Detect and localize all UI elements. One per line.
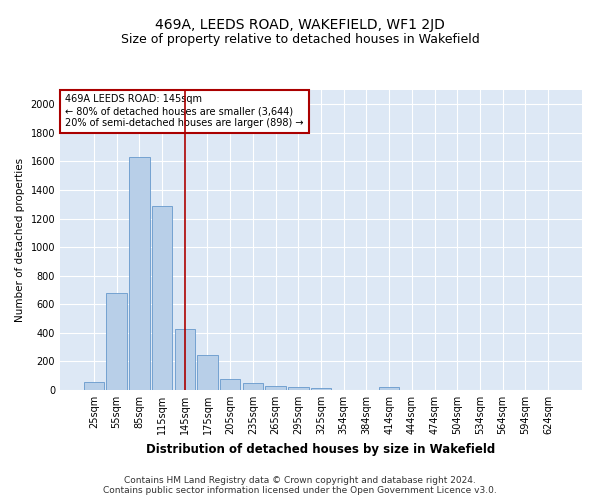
Bar bbox=[220, 378, 241, 390]
Bar bbox=[106, 293, 127, 390]
Text: 469A, LEEDS ROAD, WAKEFIELD, WF1 2JD: 469A, LEEDS ROAD, WAKEFIELD, WF1 2JD bbox=[155, 18, 445, 32]
Bar bbox=[175, 328, 195, 390]
Bar bbox=[84, 382, 104, 390]
Bar bbox=[311, 388, 331, 390]
Text: Contains HM Land Registry data © Crown copyright and database right 2024.
Contai: Contains HM Land Registry data © Crown c… bbox=[103, 476, 497, 495]
Bar bbox=[129, 157, 149, 390]
Y-axis label: Number of detached properties: Number of detached properties bbox=[15, 158, 25, 322]
Text: 469A LEEDS ROAD: 145sqm
← 80% of detached houses are smaller (3,644)
20% of semi: 469A LEEDS ROAD: 145sqm ← 80% of detache… bbox=[65, 94, 304, 128]
Bar bbox=[242, 384, 263, 390]
Bar bbox=[379, 388, 400, 390]
Text: Size of property relative to detached houses in Wakefield: Size of property relative to detached ho… bbox=[121, 32, 479, 46]
Bar bbox=[197, 354, 218, 390]
Bar bbox=[265, 386, 286, 390]
Bar bbox=[152, 206, 172, 390]
Bar bbox=[288, 387, 308, 390]
X-axis label: Distribution of detached houses by size in Wakefield: Distribution of detached houses by size … bbox=[146, 442, 496, 456]
